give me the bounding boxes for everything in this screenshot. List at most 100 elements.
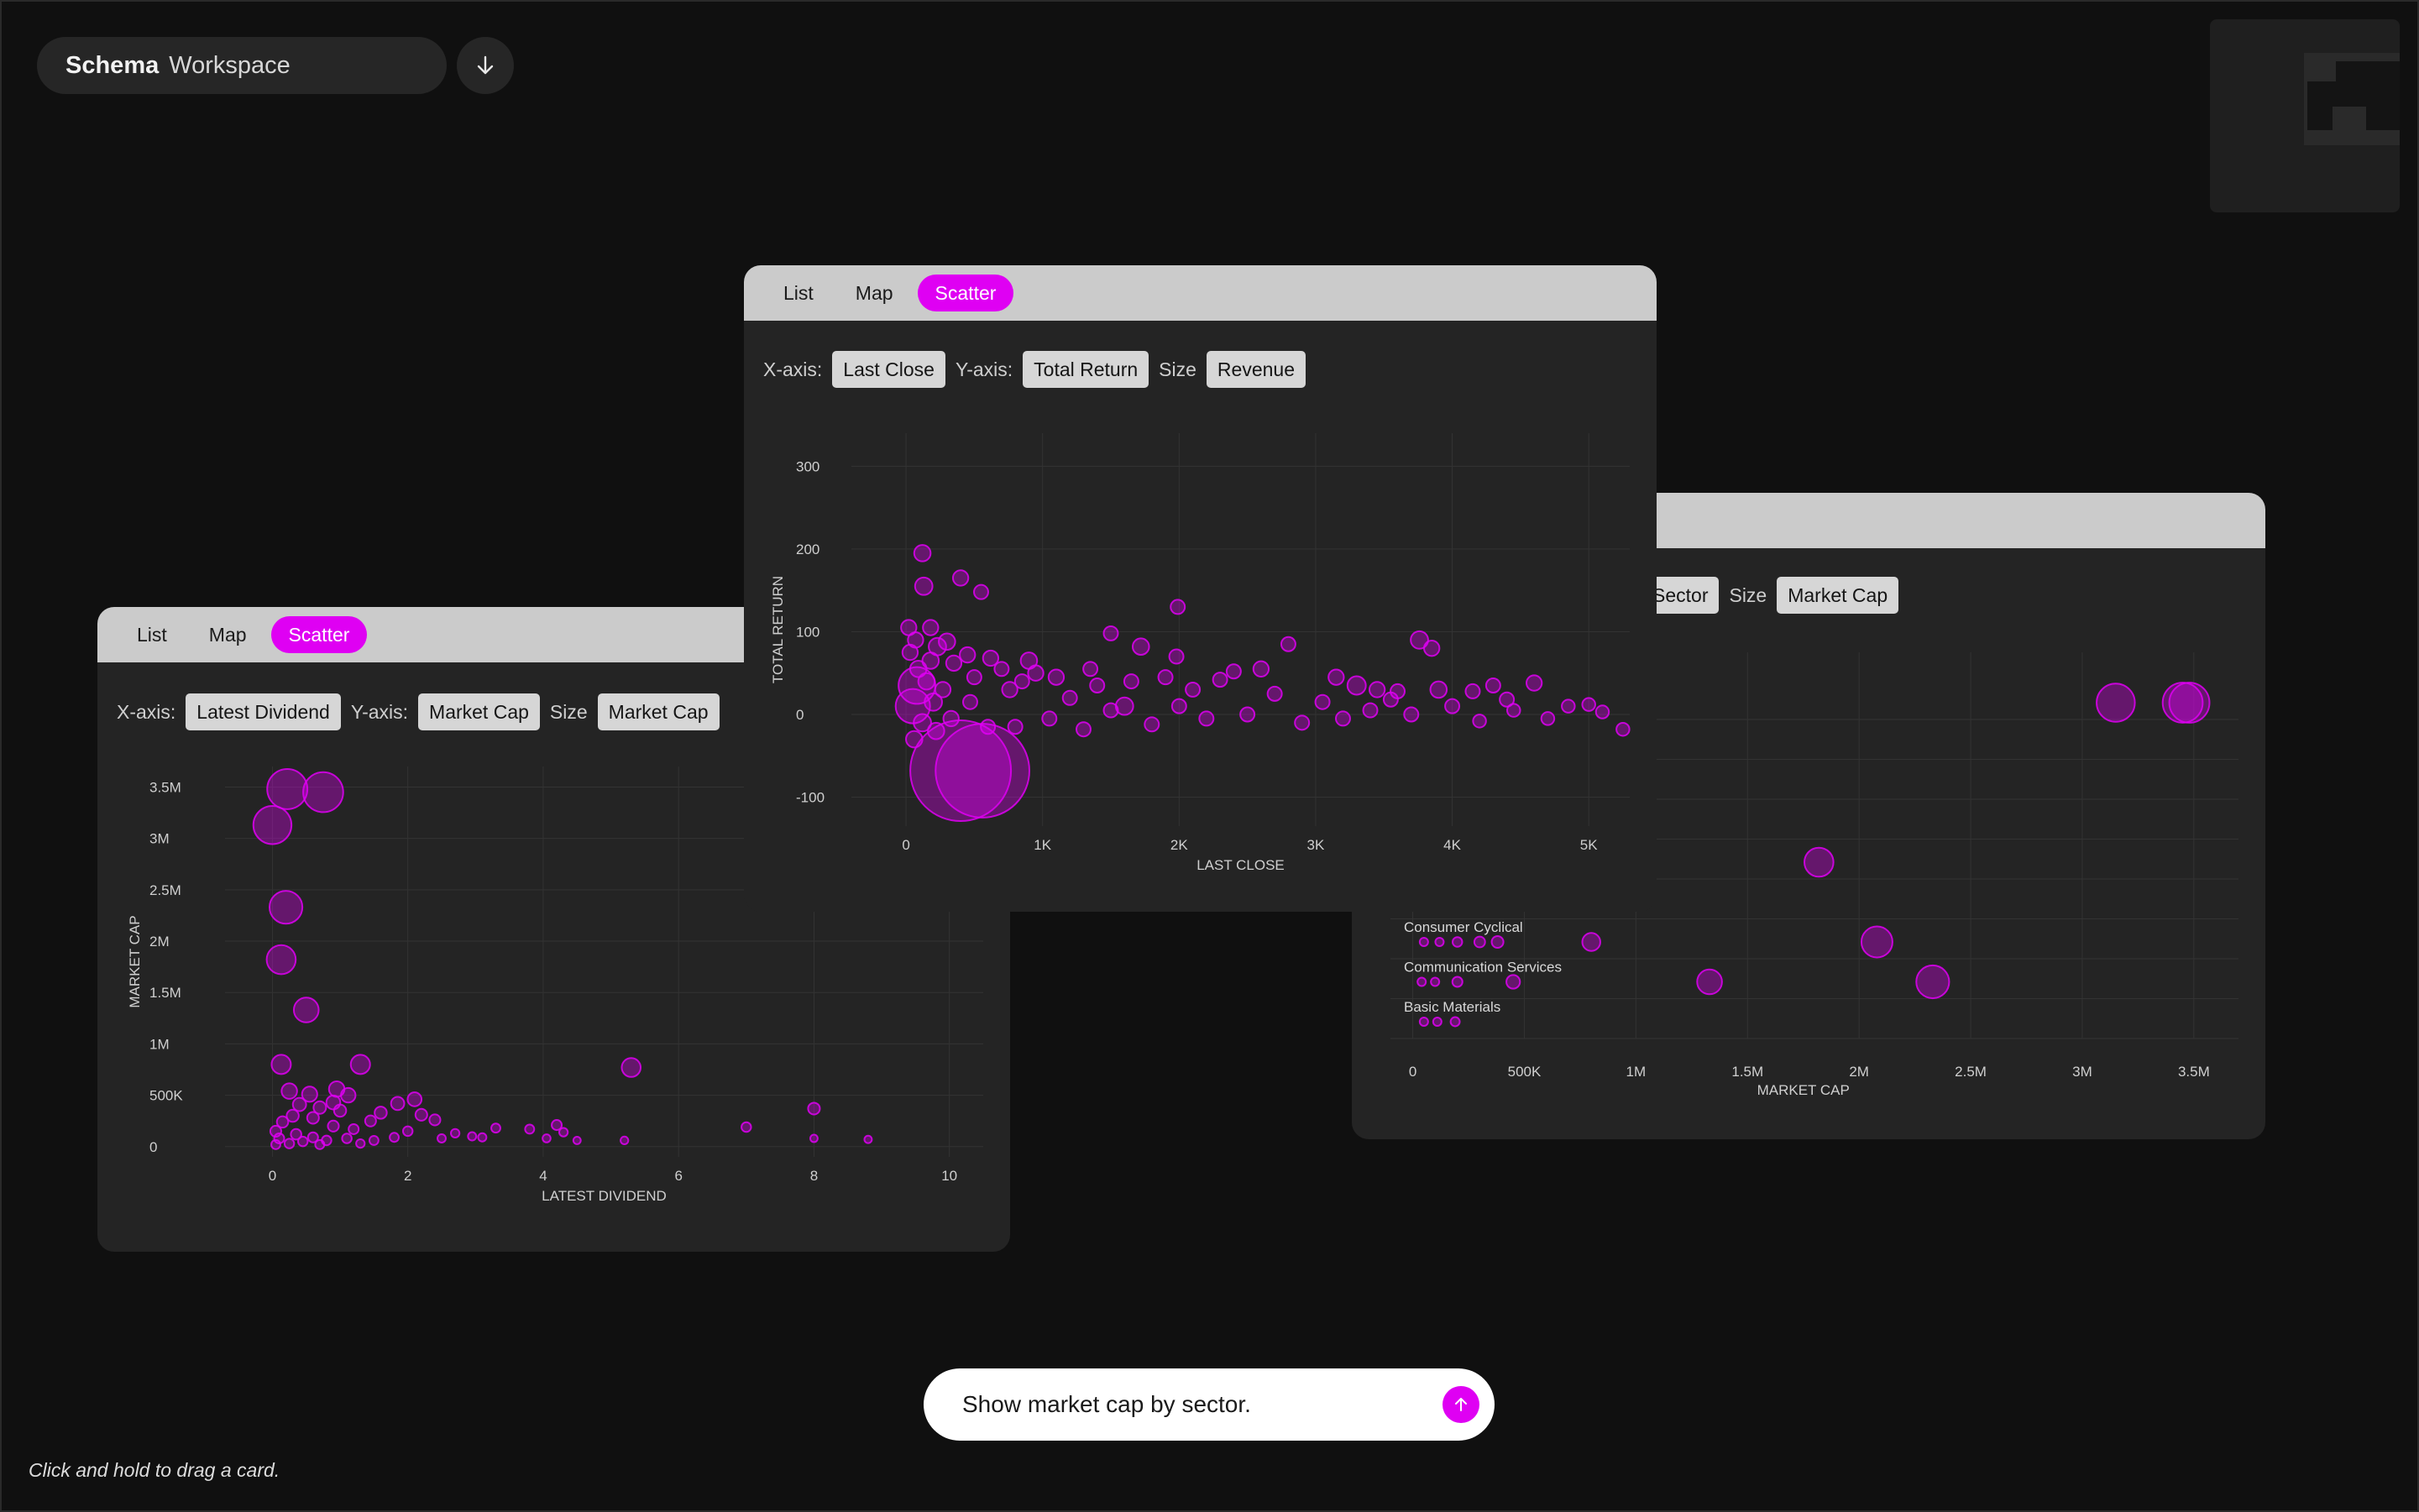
y-axis-select[interactable]: Total Return <box>1023 351 1149 388</box>
scatter-point <box>1860 925 1893 959</box>
scatter-point <box>437 1133 447 1143</box>
chat-input[interactable]: Show market cap by sector. <box>924 1368 1495 1441</box>
tab-scatter[interactable]: Scatter <box>917 275 1014 311</box>
scatter-point <box>364 1114 377 1127</box>
scatter-point <box>355 1138 366 1149</box>
scatter-point <box>292 997 320 1023</box>
scatter-point <box>1449 1016 1461 1028</box>
tab-list[interactable]: List <box>783 281 814 304</box>
scatter-point <box>283 1138 296 1149</box>
y-axis-value: Market Cap <box>429 700 529 723</box>
scatter-point <box>1198 710 1215 727</box>
scatter-point <box>905 730 924 749</box>
size-label: Size <box>1729 583 1767 606</box>
x-tick-label: 2K <box>1170 837 1188 853</box>
card-close-return[interactable]: List Map Scatter X-axis: Last Close Y-ax… <box>744 265 1657 912</box>
scatter-point <box>1157 669 1174 686</box>
scatter-point <box>1430 976 1441 987</box>
y-axis-title: MARKET CAP <box>127 915 143 1007</box>
scatter-point <box>572 1135 582 1145</box>
scatter-point <box>1047 668 1066 686</box>
scatter-point <box>1696 968 1723 996</box>
scatter-point <box>477 1132 488 1143</box>
scatter-point <box>1212 672 1228 688</box>
scatter-point <box>809 1133 819 1143</box>
workspace-selector[interactable]: Schema Workspace <box>37 37 447 94</box>
axis-controls: X-axis: Last Close Y-axis: Total Return … <box>763 351 1316 388</box>
scatter-point <box>1473 935 1486 949</box>
scatter-point <box>2168 682 2211 724</box>
card-tabbar[interactable]: List Map Scatter <box>744 265 1657 321</box>
arrow-down-icon <box>477 55 494 75</box>
scatter-point <box>558 1127 569 1138</box>
tab-map[interactable]: Map <box>208 623 247 646</box>
x-tick-label: 2 <box>404 1168 411 1184</box>
scatter-point <box>296 1135 309 1148</box>
scatter-point <box>1403 706 1420 723</box>
scatter-point <box>374 1106 388 1120</box>
scatter-point <box>1429 680 1448 699</box>
x-axis-select[interactable]: Latest Dividend <box>186 693 341 730</box>
scatter-point <box>1294 714 1311 731</box>
x-tick-label: 8 <box>810 1168 818 1184</box>
scatter-point <box>1615 721 1631 737</box>
y-tick-label: 300 <box>796 458 819 474</box>
minimap[interactable] <box>2210 19 2400 212</box>
scatter-point <box>1327 668 1345 686</box>
scatter-point <box>959 646 977 664</box>
scatter-point <box>741 1121 752 1133</box>
scatter-point <box>914 576 934 596</box>
scatter-point <box>1594 704 1610 719</box>
scatter-point <box>1490 934 1505 950</box>
tab-scatter[interactable]: Scatter <box>270 616 368 653</box>
scatter-point <box>620 1057 642 1078</box>
x-axis-select[interactable]: Last Close <box>832 351 945 388</box>
workspace-name: Workspace <box>169 51 291 79</box>
x-axis-title: MARKET CAP <box>1757 1082 1850 1098</box>
scatter-point <box>428 1113 442 1127</box>
category-label: Consumer Cyclical <box>1404 919 1523 935</box>
scatter-point <box>341 1133 353 1144</box>
scatter-point <box>1418 937 1429 947</box>
x-tick-label: 0 <box>1409 1064 1416 1080</box>
scatter-point <box>1362 702 1379 719</box>
scatter-point <box>973 583 989 600</box>
scatter-point <box>332 1103 348 1118</box>
scatter-point <box>1168 648 1185 665</box>
scatter-point <box>266 767 309 810</box>
scatter-point <box>1505 974 1521 990</box>
scatter-point <box>913 544 932 562</box>
scatter-point <box>1540 711 1556 726</box>
send-button[interactable] <box>1442 1386 1479 1423</box>
close-return-scatter-chart[interactable]: 0 1K 2K 3K 4K 5K -100 0 100 200 300 LAST CLOSE TOTAL… <box>744 265 1657 912</box>
scatter-point <box>285 1108 300 1123</box>
x-tick-label: 6 <box>674 1168 682 1184</box>
size-select[interactable]: Market Cap <box>1777 577 1899 614</box>
scatter-point <box>1581 932 1601 952</box>
x-tick-label: 3.5M <box>2178 1064 2210 1080</box>
size-select[interactable]: Revenue <box>1206 351 1306 388</box>
tab-list[interactable]: List <box>137 623 167 646</box>
x-axis-value: Last Close <box>843 358 935 380</box>
y-axis-select[interactable]: Market Cap <box>418 693 540 730</box>
scatter-point <box>1368 681 1386 698</box>
scatter-point <box>1027 664 1045 682</box>
y-tick-label: 3M <box>149 831 170 847</box>
download-button[interactable] <box>457 37 514 94</box>
x-tick-label: 0 <box>269 1168 276 1184</box>
size-select[interactable]: Market Cap <box>597 693 720 730</box>
tab-map[interactable]: Map <box>855 281 893 304</box>
scatter-point <box>1252 660 1270 678</box>
y-tick-label: 1M <box>149 1036 170 1052</box>
chat-input-text[interactable]: Show market cap by sector. <box>962 1391 1251 1417</box>
scatter-point <box>280 1082 298 1100</box>
scatter-point <box>2096 683 2136 723</box>
scatter-point <box>982 649 1000 667</box>
scatter-point <box>909 719 1013 822</box>
scatter-point <box>1416 976 1427 987</box>
minimap-card <box>2333 107 2366 140</box>
scatter-point <box>1280 636 1296 652</box>
scatter-point <box>270 1054 292 1075</box>
scatter-point <box>907 631 924 649</box>
